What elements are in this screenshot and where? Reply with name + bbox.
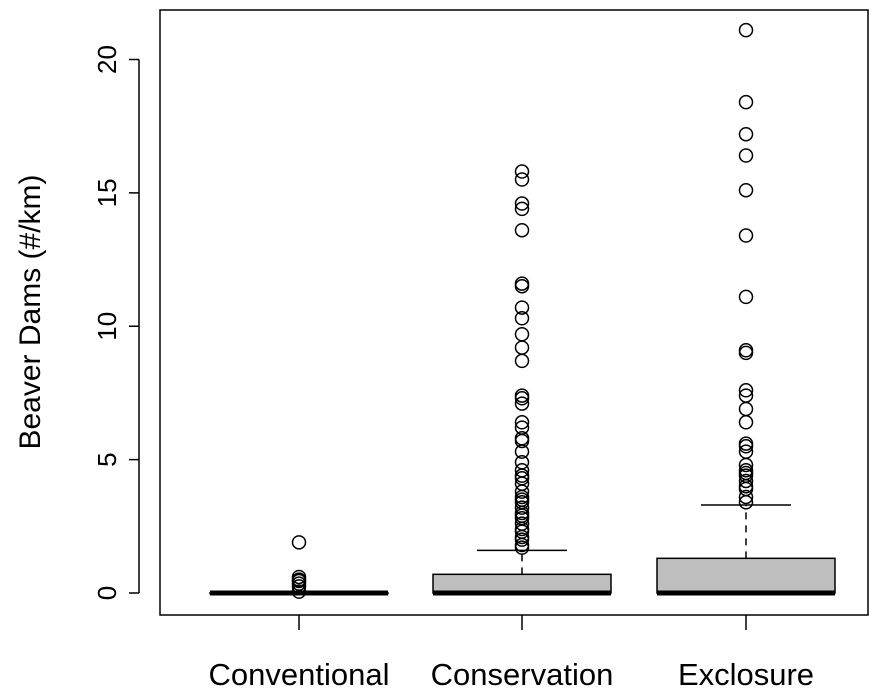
outlier-point	[738, 383, 754, 398]
outlier-point	[514, 172, 530, 187]
x-tick-label: Exclosure	[678, 657, 814, 690]
outlier-point	[738, 473, 754, 489]
outlier-point	[514, 444, 530, 459]
y-tick-label: 10	[92, 312, 122, 341]
outlier-point	[738, 401, 754, 417]
box-conservation	[432, 164, 612, 596]
outlier-point	[514, 222, 530, 238]
outlier-point	[514, 300, 530, 315]
outlier-point	[514, 164, 530, 179]
outlier-point	[738, 289, 754, 305]
outlier-point	[514, 391, 530, 406]
y-axis-title: Beaver Dams (#/km)	[14, 174, 47, 449]
y-tick-label: 15	[92, 178, 122, 207]
outlier-point	[291, 535, 307, 550]
outlier-point	[738, 94, 754, 110]
outlier-point	[738, 415, 754, 430]
y-axis: 0 5 10 15 20	[92, 45, 140, 600]
plot-frame	[159, 9, 869, 616]
outlier-point	[514, 484, 530, 499]
outlier-point	[738, 182, 754, 198]
boxes	[209, 22, 836, 599]
outlier-point	[738, 457, 754, 473]
outlier-point	[514, 415, 530, 430]
x-tick-label: Conventional	[209, 657, 390, 690]
outlier-point	[738, 148, 754, 163]
box-iqr	[432, 573, 612, 594]
outlier-point	[738, 345, 754, 361]
box-exclosure	[656, 22, 836, 596]
y-tick-label: 20	[92, 45, 122, 74]
outlier-point	[514, 500, 530, 515]
outlier-point	[514, 201, 530, 217]
box-iqr	[656, 557, 836, 594]
outlier-point	[738, 22, 754, 38]
outlier-point	[514, 396, 530, 411]
outlier-point	[514, 532, 530, 547]
x-tick-label: Conservation	[431, 657, 614, 690]
outlier-point	[738, 439, 754, 454]
outlier-point	[738, 495, 754, 510]
outlier-point	[514, 353, 530, 369]
outlier-point	[738, 489, 754, 505]
outlier-point	[738, 126, 754, 142]
outlier-point	[514, 433, 530, 449]
y-tick-label: 5	[92, 452, 122, 466]
outlier-point	[291, 584, 307, 599]
outlier-point	[514, 196, 530, 211]
outlier-point	[514, 327, 530, 342]
outlier-point	[738, 228, 754, 243]
outlier-point	[291, 579, 307, 594]
box-conventional	[209, 535, 389, 599]
outlier-point	[514, 278, 530, 294]
outlier-point	[514, 310, 530, 326]
outlier-point	[514, 340, 530, 355]
x-axis: Conventional Conservation Exclosure	[209, 615, 814, 690]
outlier-point	[514, 540, 530, 555]
y-tick-label: 0	[92, 586, 122, 600]
